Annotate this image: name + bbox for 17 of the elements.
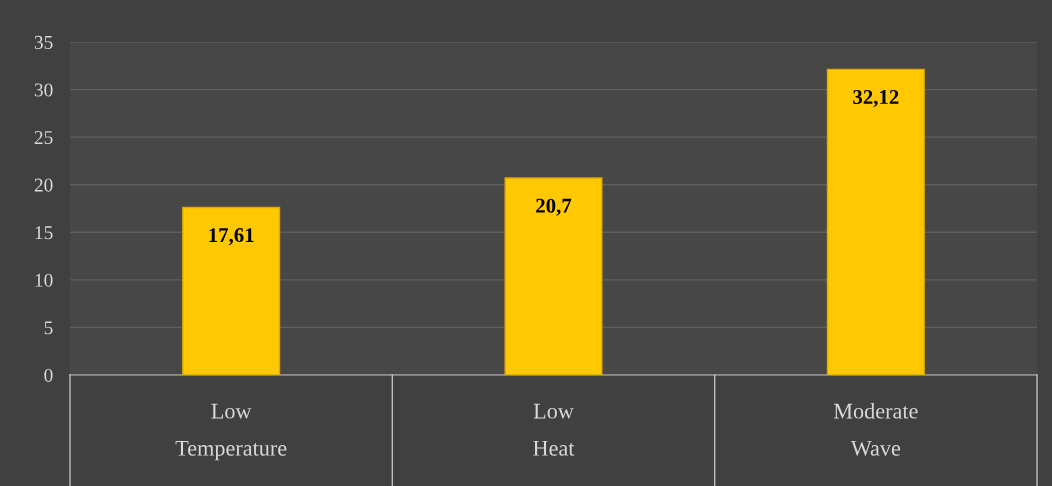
- data-label: 32,12: [853, 90, 899, 108]
- y-tick-label: 10: [35, 273, 53, 287]
- y-tick-label: 35: [34, 35, 53, 49]
- x-tick-label: Moderate Wave: [833, 402, 918, 456]
- bar: [826, 68, 925, 375]
- bar: [182, 206, 281, 375]
- data-label: 20,7: [536, 198, 572, 216]
- y-tick-label: 30: [34, 83, 53, 97]
- y-tick-label: 20: [34, 178, 53, 192]
- x-tick-label: Low Temperature: [175, 403, 287, 461]
- y-tick-label: 25: [34, 131, 53, 145]
- x-tick-label: Low Heat: [533, 403, 575, 456]
- data-label: 17,61: [209, 228, 254, 246]
- bar: [504, 177, 603, 375]
- y-tick-label: 5: [44, 321, 53, 335]
- y-tick-label: 15: [35, 226, 53, 240]
- y-tick-label: 0: [44, 368, 53, 382]
